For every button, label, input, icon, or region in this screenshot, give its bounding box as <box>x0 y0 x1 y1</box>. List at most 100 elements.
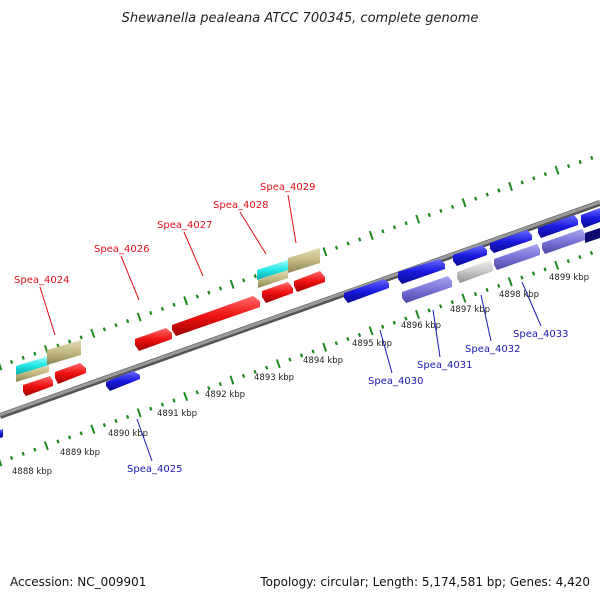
scale-tick <box>590 155 594 160</box>
scale-tick <box>136 408 142 418</box>
scale-tick <box>474 196 478 201</box>
scale-tick <box>218 286 223 291</box>
gene-spea-4028[interactable] <box>262 282 293 303</box>
scale-tick <box>90 328 96 338</box>
scale-tick <box>554 165 560 175</box>
scale-tick <box>207 386 211 391</box>
scale-tick <box>334 341 338 346</box>
scale-tick <box>392 225 397 230</box>
scale-tick <box>242 278 246 283</box>
gene-spea-4031[interactable] <box>402 276 452 303</box>
scale-tick <box>427 308 431 313</box>
gene-spea-4032[interactable] <box>457 260 493 283</box>
kbp-label: 4893 kbp <box>254 373 294 383</box>
scale-tick <box>275 359 281 369</box>
scale-tick <box>149 406 153 411</box>
scale-tick <box>79 335 83 340</box>
gene-label-spea-4031[interactable]: Spea_4031 <box>417 360 472 371</box>
gene-label-spea-4029[interactable]: Spea_4029 <box>260 182 315 193</box>
scale-tick <box>114 418 118 424</box>
leader-line <box>432 309 441 358</box>
scale-tick <box>381 324 385 329</box>
scale-tick <box>566 164 571 169</box>
scale-tick <box>43 441 49 451</box>
top-gene-labels: Spea_4024 Spea_4026 Spea_4027 Spea_4028 … <box>14 182 315 336</box>
scale-tick <box>114 323 118 328</box>
scale-tick <box>56 439 60 444</box>
cyan-feature[interactable] <box>257 260 288 280</box>
leader-line <box>183 231 204 277</box>
scale-tick <box>218 382 222 387</box>
gene-label-spea-4025[interactable]: Spea_4025 <box>127 464 182 475</box>
gene-label-spea-4027[interactable]: Spea_4027 <box>157 220 212 231</box>
gene-label-spea-4028[interactable]: Spea_4028 <box>213 200 268 211</box>
scale-tick <box>439 304 443 309</box>
gene-blue[interactable] <box>453 245 487 266</box>
scale-tick <box>102 423 107 428</box>
gene-label-spea-4024[interactable]: Spea_4024 <box>14 275 69 286</box>
gene-spea-4027[interactable] <box>172 296 260 336</box>
kbp-label: 4899 kbp <box>549 273 589 283</box>
scale-tick <box>183 296 189 306</box>
scale-tick <box>149 310 153 316</box>
leader-line <box>239 211 267 255</box>
khaki-feature[interactable] <box>47 340 81 365</box>
scale-tick <box>125 414 130 419</box>
cyan-feature[interactable] <box>16 356 49 375</box>
khaki-feature[interactable] <box>288 248 320 273</box>
scale-tick <box>183 391 189 402</box>
scale-tick <box>160 402 165 407</box>
scale-tick <box>334 245 339 250</box>
scale-tick <box>531 271 536 276</box>
gene-label-spea-4030[interactable]: Spea_4030 <box>368 376 423 387</box>
scale-tick <box>125 319 130 324</box>
gene-spea-4025[interactable] <box>106 371 140 391</box>
scale-tick <box>79 431 83 436</box>
gene-label-spea-4032[interactable]: Spea_4032 <box>465 344 520 355</box>
kbp-label: 4889 kbp <box>60 448 100 458</box>
scale-tick <box>136 312 142 322</box>
scale-tick <box>311 349 315 354</box>
scale-tick <box>90 424 96 434</box>
scale-tick <box>392 320 396 325</box>
gene-blue[interactable] <box>538 215 578 238</box>
gene-blue-edge[interactable] <box>0 429 3 438</box>
scale-tick <box>288 357 292 362</box>
scale-tick <box>508 181 513 192</box>
scale-tick <box>368 230 374 241</box>
scale-tick <box>102 327 107 332</box>
map-title: Shewanella pealeana ATCC 700345, complet… <box>122 11 479 26</box>
scale-tick <box>461 293 467 303</box>
scale-tick <box>299 353 304 358</box>
gene-blue[interactable] <box>581 208 600 228</box>
scale-tick <box>172 398 176 403</box>
scale-tick <box>461 198 467 208</box>
gene-spea-4026[interactable] <box>135 328 172 351</box>
gene-label-spea-4033[interactable]: Spea_4033 <box>513 329 568 340</box>
gene-spea-4033[interactable] <box>494 244 540 270</box>
scale-tick <box>346 241 350 246</box>
gene-spea-4024[interactable] <box>23 376 53 396</box>
gene-red-small[interactable] <box>55 363 86 384</box>
scale-tick <box>67 339 72 344</box>
leader-line <box>287 194 297 244</box>
gene-spea-4029[interactable] <box>294 271 325 292</box>
scale-tick <box>578 255 582 260</box>
scale-tick <box>229 279 235 289</box>
gene-blue[interactable] <box>344 279 389 303</box>
scale-tick <box>507 277 513 287</box>
khaki-feature[interactable] <box>258 270 288 288</box>
gene-label-spea-4026[interactable]: Spea_4026 <box>94 244 149 255</box>
khaki-feature[interactable] <box>16 365 49 382</box>
gene-dark-edge[interactable] <box>585 228 600 243</box>
scale-tick <box>520 275 524 280</box>
gene-features <box>0 208 600 438</box>
inner-scale-ticks <box>0 250 594 467</box>
leader-line <box>136 418 153 462</box>
accession-text: Accession: NC_009901 <box>10 575 146 589</box>
gene-blue[interactable] <box>398 259 445 284</box>
gene-light-blue[interactable] <box>542 229 585 254</box>
gene-blue[interactable] <box>490 230 532 253</box>
